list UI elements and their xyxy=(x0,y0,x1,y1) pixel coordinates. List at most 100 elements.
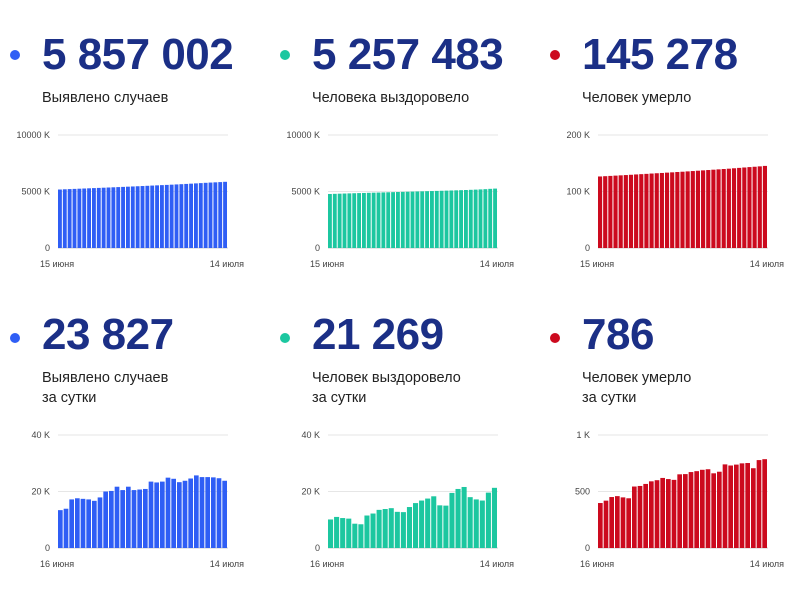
bar-chart: 0 20 K 40 K 16 июня 14 июля xyxy=(301,430,514,569)
bar xyxy=(164,184,169,248)
x-tick-label: 14 июля xyxy=(750,259,784,269)
bar xyxy=(700,469,705,548)
bar xyxy=(634,174,639,248)
bar xyxy=(443,505,449,548)
bar xyxy=(150,185,155,248)
stat-label-line: за сутки xyxy=(42,390,97,406)
bar xyxy=(194,183,198,248)
bar xyxy=(406,507,412,548)
bar xyxy=(96,187,101,248)
bar-chart: 0 100 K 200 K 15 июня 14 июля xyxy=(566,130,784,269)
bar xyxy=(140,186,145,248)
stat-value: 21 269 xyxy=(312,310,444,359)
bar xyxy=(431,496,437,548)
bar xyxy=(464,189,468,248)
bar xyxy=(80,498,86,548)
y-tick-label: 0 xyxy=(315,543,320,553)
bar xyxy=(352,193,357,248)
x-tick-label: 15 июня xyxy=(40,259,74,269)
stat-label-line: Человек умерло xyxy=(582,90,692,106)
bar xyxy=(745,463,750,548)
bar xyxy=(637,485,643,548)
y-tick-label: 200 K xyxy=(566,130,590,140)
bar xyxy=(394,511,400,548)
bar xyxy=(148,481,154,548)
stat-value: 5 257 483 xyxy=(312,30,504,79)
bar xyxy=(328,193,332,248)
bar xyxy=(695,170,701,248)
stat-label: Человек умерло за сутки xyxy=(582,368,691,408)
bar xyxy=(211,477,216,548)
bar xyxy=(690,171,695,248)
bar xyxy=(493,188,497,248)
bar xyxy=(762,165,767,248)
bar xyxy=(182,480,188,548)
bar xyxy=(603,176,608,248)
series-dot-icon xyxy=(550,50,560,60)
panel-daily-deaths: 786 Человек умерло за сутки 0 500 1 K 16 ию… xyxy=(540,310,800,600)
bar xyxy=(169,184,174,248)
bar xyxy=(419,500,425,548)
bar xyxy=(328,519,334,548)
bar xyxy=(72,188,77,248)
bar xyxy=(86,499,91,548)
bar xyxy=(721,169,726,248)
bar xyxy=(762,459,767,548)
bar xyxy=(425,191,429,248)
y-tick-label: 5000 K xyxy=(291,187,320,197)
bar xyxy=(756,460,762,548)
bar xyxy=(671,479,677,548)
bar xyxy=(479,500,485,548)
bar xyxy=(734,464,739,548)
bar xyxy=(388,508,394,548)
bar xyxy=(352,523,358,548)
bar xyxy=(337,193,342,248)
bar xyxy=(177,482,182,548)
bar xyxy=(400,191,405,248)
x-tick-label: 14 июля xyxy=(210,559,244,569)
bar xyxy=(439,190,444,248)
stat-label: Выявлено случаев xyxy=(42,88,168,108)
stat-label-line: Человека выздоровело xyxy=(312,90,470,106)
stat-label-line: за сутки xyxy=(582,390,637,406)
bar xyxy=(137,489,142,548)
bar xyxy=(370,513,376,548)
bar xyxy=(717,471,722,548)
bar xyxy=(135,186,140,248)
bar xyxy=(413,503,419,548)
panel-daily-recovered: 21 269 Человек выздоровело за сутки 0 20 … xyxy=(270,310,530,600)
bar xyxy=(491,487,497,548)
bar xyxy=(660,477,665,548)
bar xyxy=(670,172,675,248)
bar xyxy=(155,185,159,248)
bar xyxy=(680,171,685,248)
bar xyxy=(218,182,223,248)
bar xyxy=(455,488,461,548)
stat-value: 5 857 002 xyxy=(42,30,234,79)
bar xyxy=(199,477,205,548)
bar xyxy=(198,183,203,248)
bar xyxy=(623,175,628,248)
bar xyxy=(598,176,603,248)
bar xyxy=(654,173,659,248)
bar xyxy=(111,187,116,248)
bar xyxy=(478,189,483,248)
y-tick-label: 5000 K xyxy=(21,187,50,197)
bar xyxy=(752,166,757,248)
bar xyxy=(121,186,125,248)
bar xyxy=(381,192,386,248)
bar xyxy=(203,182,208,248)
bar xyxy=(639,174,644,248)
stat-value: 23 827 xyxy=(42,310,174,359)
bar xyxy=(189,183,193,248)
bar xyxy=(371,192,376,248)
bar xyxy=(364,515,370,548)
bar xyxy=(449,492,455,548)
x-tick-label: 16 июня xyxy=(310,559,344,569)
bar xyxy=(449,190,454,248)
y-tick-label: 0 xyxy=(585,243,590,253)
series-dot-icon xyxy=(550,333,560,343)
bar xyxy=(415,191,420,248)
bar xyxy=(742,167,747,248)
bar xyxy=(757,166,762,248)
